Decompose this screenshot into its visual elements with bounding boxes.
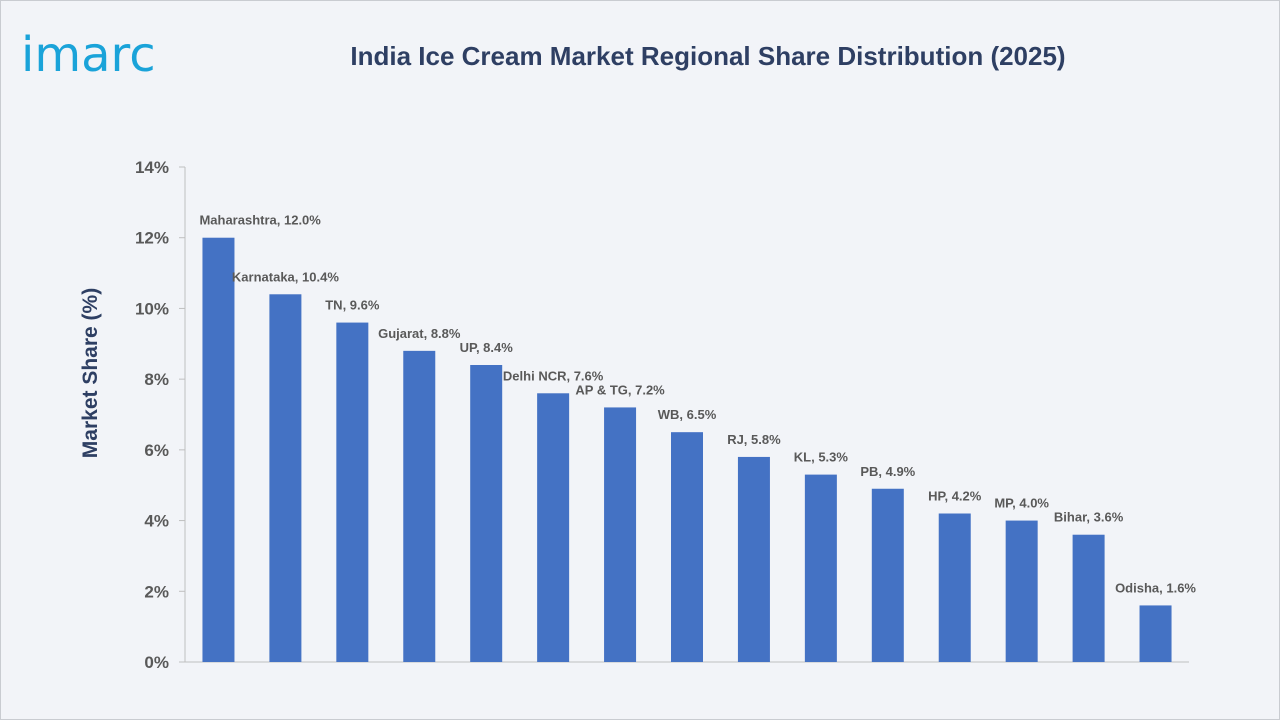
data-label: Bihar, 3.6% [1054, 510, 1124, 525]
bar [269, 294, 302, 662]
y-tick-label: 4% [144, 512, 169, 531]
data-label: TN, 9.6% [325, 298, 380, 313]
bar [1139, 605, 1172, 662]
data-label: Delhi NCR, 7.6% [503, 368, 604, 383]
data-label: WB, 6.5% [658, 407, 717, 422]
y-tick-label: 6% [144, 441, 169, 460]
bar [604, 407, 637, 662]
bar [804, 474, 837, 662]
y-tick-label: 8% [144, 370, 169, 389]
bar [938, 513, 971, 662]
bar [1072, 534, 1105, 662]
data-label: UP, 8.4% [460, 340, 514, 355]
data-label: Gujarat, 8.8% [378, 326, 461, 341]
data-label: PB, 4.9% [860, 464, 915, 479]
bar [871, 488, 904, 662]
bar [403, 350, 436, 662]
data-label: Karnataka, 10.4% [232, 269, 339, 284]
y-axis-title: Market Share (%) [79, 288, 102, 458]
bar [202, 237, 235, 662]
bar [470, 365, 503, 662]
chart-title: India Ice Cream Market Regional Share Di… [350, 41, 1066, 71]
bar [537, 393, 570, 662]
y-tick-label: 14% [135, 158, 169, 177]
data-label: AP & TG, 7.2% [575, 382, 665, 397]
bar [336, 322, 369, 662]
y-tick-label: 0% [144, 653, 169, 672]
bar [671, 432, 703, 662]
y-tick-label: 2% [144, 582, 169, 601]
y-tick-label: 10% [135, 299, 169, 318]
bar [737, 456, 770, 662]
data-label: Odisha, 1.6% [1115, 580, 1196, 595]
imarc-logo: imarc [21, 27, 156, 83]
data-label: HP, 4.2% [928, 489, 982, 504]
bar [1005, 520, 1038, 662]
data-label: KL, 5.3% [794, 450, 849, 465]
data-label: MP, 4.0% [994, 496, 1049, 511]
data-label: RJ, 5.8% [727, 432, 781, 447]
data-label: Maharashtra, 12.0% [199, 213, 321, 228]
y-tick-label: 12% [135, 229, 169, 248]
